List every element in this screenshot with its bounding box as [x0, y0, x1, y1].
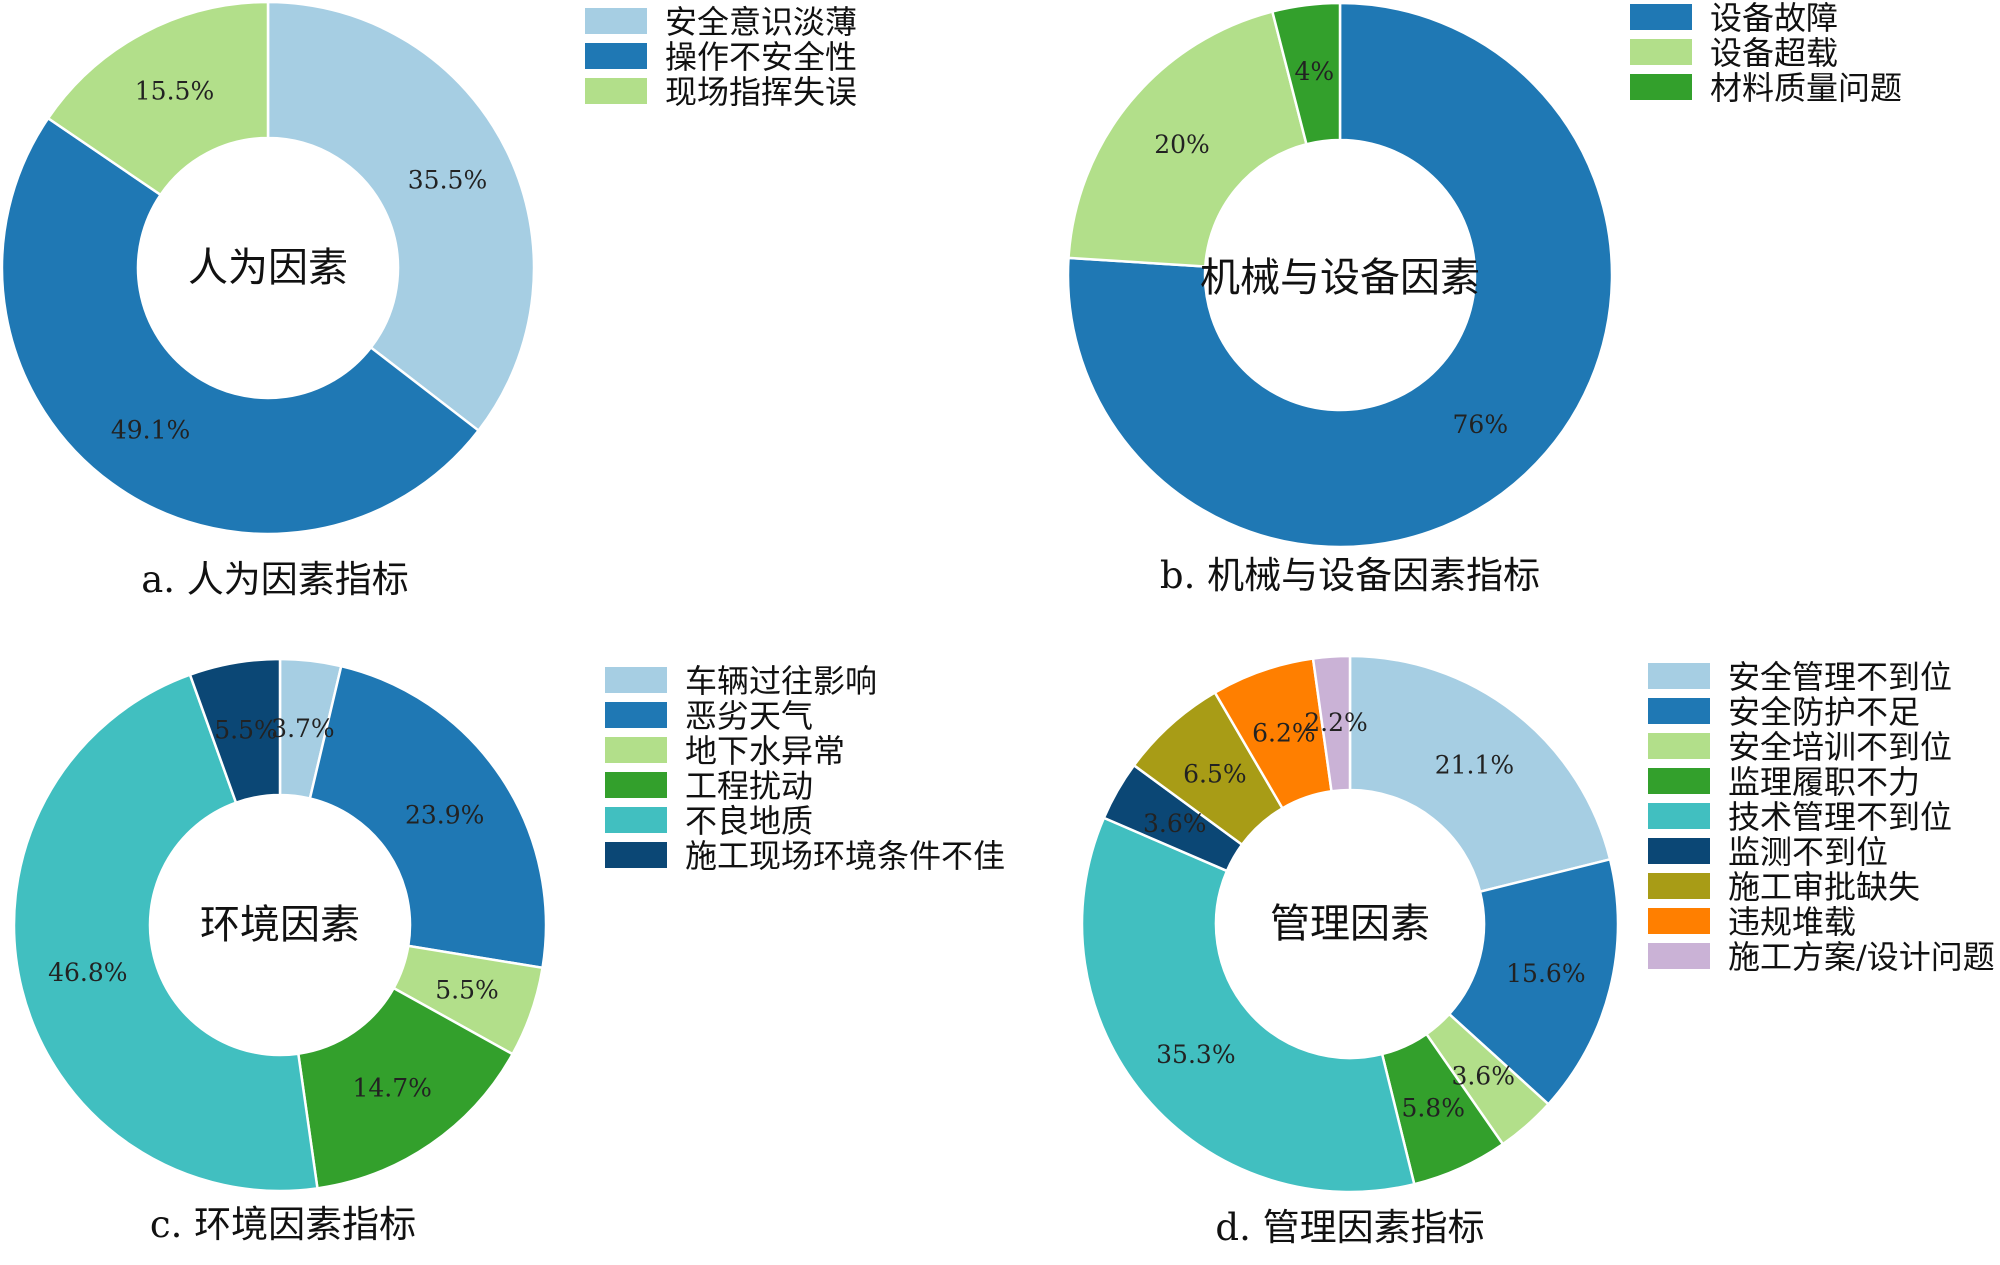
legend-swatch-4-6: [1648, 838, 1710, 864]
slice-label-4-7: 6.5%: [1183, 759, 1247, 788]
legend-label-4-2: 安全防护不足: [1728, 693, 1920, 731]
legend-swatch-4-4: [1648, 768, 1710, 794]
slice-1-1: [266, 0, 536, 433]
slice-label-3-2: 23.9%: [405, 801, 484, 830]
slice-2-2: [1067, 10, 1308, 268]
legend-label-4-9: 施工方案/设计问题: [1728, 938, 1995, 976]
donut-chart-4: 21.1% 15.6% 3.6% 5.8% 35.3% 3.6% 6.5%6.2%2.2% 管…: [1080, 654, 1995, 1249]
slice-label-4-8: 6.2%: [1252, 719, 1316, 748]
legend-swatch-4-5: [1648, 803, 1710, 829]
center-label-1: 人为因素: [188, 245, 348, 291]
legend-swatch-4-7: [1648, 873, 1710, 899]
legend-swatch-3-6: [605, 842, 667, 868]
legend-label-4-1: 安全管理不到位: [1728, 658, 1952, 696]
slice-label-4-3: 3.6%: [1451, 1061, 1515, 1090]
chart-caption-2: b. 机械与设备因素指标: [1160, 554, 1540, 597]
legend-swatch-2-1: [1630, 4, 1692, 30]
slice-label-4-2: 15.6%: [1506, 959, 1585, 988]
slice-1-3: [46, 0, 270, 197]
legend-swatch-3-1: [605, 667, 667, 693]
legend-swatch-4-2: [1648, 698, 1710, 724]
legend-label-2-3: 材料质量问题: [1710, 69, 1902, 107]
legend-label-4-6: 监测不到位: [1728, 833, 1888, 871]
slice-3-4: [296, 986, 515, 1190]
slice-label-1-2: 49.1%: [111, 415, 190, 444]
chart-caption-3: c. 环境因素指标: [150, 1203, 416, 1246]
legend-label-4-8: 违规堆载: [1728, 903, 1856, 941]
legend-label-4-3: 安全培训不到位: [1728, 728, 1952, 766]
slice-4-1: [1348, 654, 1612, 894]
legend-swatch-4-9: [1648, 943, 1710, 969]
slice-3-6: [188, 657, 282, 805]
slice-label-4-4: 5.8%: [1401, 1094, 1465, 1123]
legend-swatch-1-1: [585, 8, 647, 34]
donut-chart-1: 35.5% 49.1% 15.5% 人为因素 a. 人为因素指标 安全意识淡薄操作不安全性…: [0, 0, 857, 601]
legend-swatch-4-3: [1648, 733, 1710, 759]
legend-label-3-1: 车辆过往影响: [685, 662, 877, 700]
donut-chart-3: 3.7% 23.9% 5.5% 14.7% 46.8% 5.5% 环境因素 c. 环境因素指标…: [12, 657, 1005, 1246]
legend-swatch-4-8: [1648, 908, 1710, 934]
legend-label-1-2: 操作不安全性: [665, 38, 857, 76]
slice-1-2: [0, 116, 481, 536]
donut-chart-2: 76% 20% 4% 机械与设备因素 b. 机械与设备因素指标 设备故障设备超载材料质量问…: [1066, 0, 1902, 597]
legend-4: 安全管理不到位安全防护不足安全培训不到位监理履职不力技术管理不到位监测不到位施工…: [1648, 658, 1995, 976]
legend-swatch-2-2: [1630, 39, 1692, 65]
center-label-3: 环境因素: [200, 902, 360, 948]
slice-label-2-3: 4%: [1294, 57, 1334, 86]
slice-label-3-4: 14.7%: [353, 1074, 432, 1103]
legend-swatch-1-2: [585, 43, 647, 69]
slice-2-1: [1066, 1, 1614, 549]
legend-label-3-3: 地下水异常: [685, 732, 845, 770]
slice-2-3: [1270, 1, 1342, 146]
legend-label-3-2: 恶劣天气: [685, 697, 813, 735]
legend-swatch-1-3: [585, 78, 647, 104]
legend-label-1-1: 安全意识淡薄: [665, 3, 857, 41]
legend-swatch-3-2: [605, 702, 667, 728]
slice-label-4-6: 3.6%: [1143, 809, 1207, 838]
slice-label-1-3: 15.5%: [135, 77, 214, 106]
legend-label-1-3: 现场指挥失误: [665, 73, 857, 111]
legend-label-2-1: 设备故障: [1710, 0, 1838, 37]
slice-label-3-5: 46.8%: [48, 958, 127, 987]
slice-4-2: [1447, 857, 1620, 1106]
legend-swatch-3-4: [605, 772, 667, 798]
legend-swatch-3-5: [605, 807, 667, 833]
legend-swatch-4-1: [1648, 663, 1710, 689]
slice-4-5: [1080, 816, 1416, 1194]
chart-caption-1: a. 人为因素指标: [141, 558, 409, 601]
legend-label-2-2: 设备超载: [1710, 34, 1838, 72]
legend-label-3-4: 工程扰动: [685, 767, 813, 805]
slice-label-2-2: 20%: [1154, 130, 1210, 159]
slice-label-3-6: 5.5%: [214, 715, 278, 744]
slice-3-5: [12, 673, 319, 1193]
slice-label-2-1: 76%: [1453, 410, 1509, 439]
slice-label-1-1: 35.5%: [408, 165, 487, 194]
chart-caption-4: d. 管理因素指标: [1215, 1206, 1484, 1249]
slice-label-4-5: 35.3%: [1156, 1040, 1235, 1069]
legend-swatch-2-3: [1630, 74, 1692, 100]
center-label-2: 机械与设备因素: [1200, 255, 1480, 301]
legend-swatch-3-3: [605, 737, 667, 763]
slice-label-4-1: 21.1%: [1435, 750, 1514, 779]
slice-4-9: [1311, 654, 1352, 793]
legend-label-3-6: 施工现场环境条件不佳: [685, 837, 1005, 875]
legend-label-4-4: 监理履职不力: [1728, 763, 1920, 801]
slice-label-3-1: 3.7%: [271, 714, 335, 743]
legend-label-4-7: 施工审批缺失: [1728, 868, 1920, 906]
legend-label-4-5: 技术管理不到位: [1728, 798, 1952, 836]
center-label-4: 管理因素: [1270, 901, 1430, 947]
slice-label-3-3: 5.5%: [435, 975, 499, 1004]
slice-3-2: [308, 664, 548, 970]
slice-label-4-9: 2.2%: [1304, 708, 1368, 737]
legend-label-3-5: 不良地质: [685, 802, 813, 840]
